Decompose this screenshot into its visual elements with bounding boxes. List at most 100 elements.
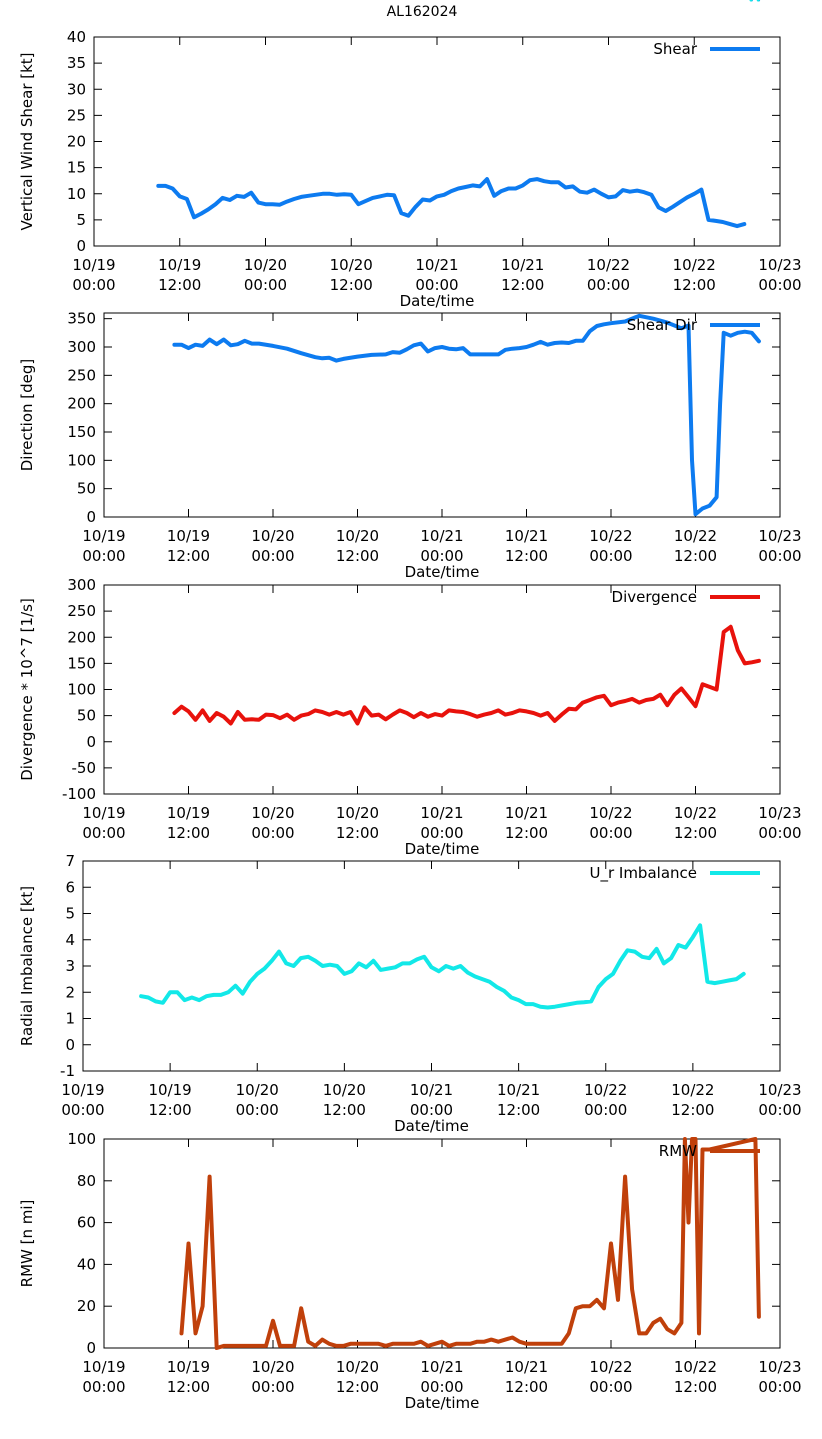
x-tick-label-time: 12:00 [149,1101,192,1119]
x-tick-label-time: 00:00 [758,1378,801,1396]
data-point [454,709,458,713]
x-tick-label-time: 00:00 [420,1378,463,1396]
chart-divergence: -100 -50 0 50 100 150 200 250 300 10/19 00:00 10/19… [18,576,802,858]
y-tick-label: 150 [67,423,96,441]
data-point [468,352,472,356]
data-point [614,194,618,198]
data-point [489,1338,493,1342]
x-tick-label-time: 00:00 [82,824,125,842]
data-point [482,1340,486,1344]
x-tick-label-date: 10/22 [584,1081,627,1099]
data-point [185,197,189,201]
y-tick-label: 200 [67,395,96,413]
data-point [468,1342,472,1346]
data-point [651,697,655,701]
data-point [618,959,622,963]
data-point [391,350,395,354]
data-point [742,222,746,226]
data-point [356,355,359,359]
data-point [735,224,739,228]
data-point [727,978,731,982]
x-tick-label-time: 12:00 [497,1101,540,1119]
data-point [422,955,426,959]
data-point [384,352,388,356]
x-tick-label-date: 10/23 [758,527,801,545]
data-point [503,713,507,717]
data-point [546,711,550,715]
data-point [665,703,669,707]
y-tick-label: 0 [86,1339,96,1357]
y-tick-label: -50 [72,759,97,777]
data-point [271,713,275,717]
x-tick-label-time: 00:00 [758,824,801,842]
data-point [172,343,176,347]
data-point [349,193,353,197]
data-point [640,955,644,959]
data-point [729,334,733,338]
data-point [447,1344,451,1348]
data-point [180,1331,183,1335]
data-point [665,321,669,325]
data-point [701,1148,704,1151]
data-point [708,685,712,689]
data-point [578,190,582,194]
data-point [662,961,666,965]
x-tick-label-date: 10/22 [589,804,632,822]
data-point [370,1342,374,1346]
data-point [736,648,740,652]
data-point [514,187,518,190]
x-tick-label-date: 10/21 [505,804,548,822]
data-point [589,999,593,1003]
data-point [690,458,694,462]
y-axis-label: Divergence * 10^7 [1/s] [18,598,36,781]
x-tick-label-time: 00:00 [251,547,294,565]
data-point [215,1346,219,1350]
data-point [292,718,296,722]
data-point [588,329,592,333]
data-point [757,1315,761,1319]
x-tick-label-time: 12:00 [673,276,716,294]
y-tick-label: 40 [67,28,86,46]
data-point [320,356,324,360]
y-tick-label: 80 [77,1172,96,1190]
x-axis-label: Date/time [405,563,480,581]
data-point [393,965,397,969]
data-point [313,355,317,359]
data-point [630,1288,634,1291]
data-point [320,710,324,714]
data-point [525,1342,528,1346]
y-tick-label: 100 [67,451,96,469]
data-point [172,711,176,715]
x-tick-label-date: 10/19 [72,256,115,274]
x-axis-label: Date/time [400,292,475,310]
data-point [384,1344,388,1348]
data-point [459,964,462,968]
data-point [616,1298,620,1302]
data-point [691,935,695,939]
data-point [426,715,430,719]
data-point [264,713,268,717]
data-point [664,209,668,213]
data-point [187,1242,190,1245]
x-tick-label-date: 10/23 [758,1358,801,1376]
data-point [510,347,514,351]
x-tick-label-date: 10/19 [82,1358,125,1376]
data-point [647,956,651,960]
data-point [257,1344,261,1348]
data-point [306,194,310,198]
x-tick-label-date: 10/20 [330,256,373,274]
x-tick-label-date: 10/20 [251,1358,294,1376]
data-point [518,708,521,712]
data-point [405,1342,409,1346]
y-tick-label: 50 [77,480,96,498]
data-point [327,1342,331,1346]
data-point [199,212,203,216]
data-point [419,342,423,346]
data-point [729,625,733,629]
data-point [757,659,761,663]
x-tick-label-time: 12:00 [336,824,379,842]
x-tick-label-date: 10/19 [82,527,125,545]
data-point [320,1338,324,1342]
data-point [704,1148,708,1151]
data-point [722,331,726,335]
